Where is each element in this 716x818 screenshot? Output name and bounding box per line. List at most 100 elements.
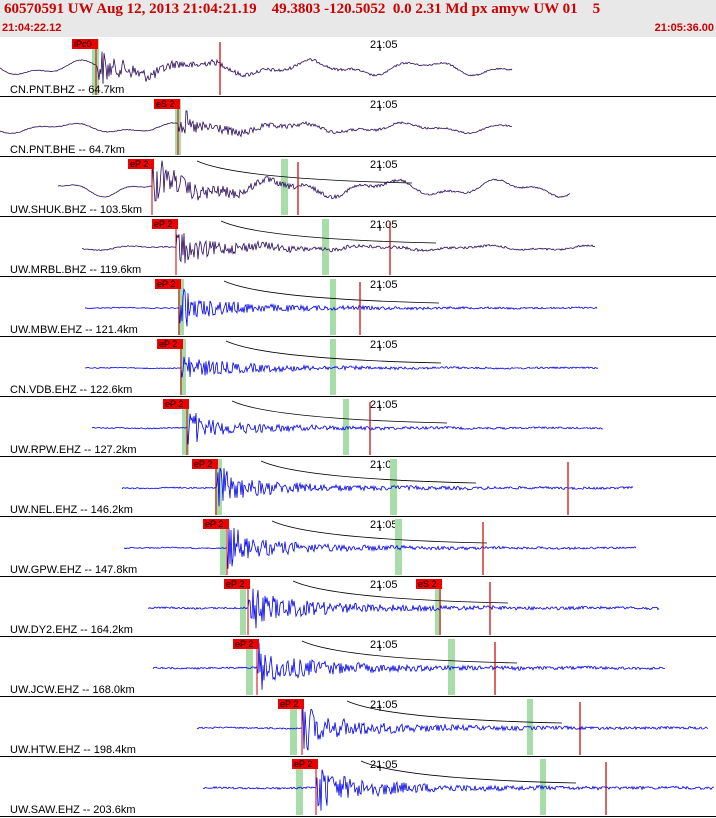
station-label: UW.GPW.EHZ -- 147.8km — [10, 564, 137, 576]
waveform-trace — [0, 110, 513, 138]
minute-tick-label: 21:05 — [370, 399, 398, 411]
phase-pick-label: eP 2 — [226, 579, 244, 589]
phase-pick-label: iPc0 — [74, 39, 92, 49]
trace-row[interactable]: 21:05 eP 2 UW.HTW.EHZ -- 198.4km — [0, 699, 716, 757]
start-time: 21:04:22.12 — [2, 22, 62, 34]
station-label: UW.HTW.EHZ -- 198.4km — [10, 744, 136, 756]
waveform-trace — [81, 233, 596, 264]
waveform-trace — [148, 588, 660, 629]
minute-tick-label: 21:05 — [370, 159, 398, 171]
trace-row[interactable]: 21:05 eP 2 UW.JCW.EHZ -- 168.0km — [0, 639, 716, 697]
phase-pick-label: eS 2 — [156, 99, 175, 109]
minute-tick-label: 21:05 — [370, 219, 398, 231]
time-window-band — [395, 519, 402, 575]
predicted-arrival-curve — [301, 640, 518, 664]
phase-pick-flag[interactable] — [224, 579, 250, 589]
phase-pick-flag[interactable] — [128, 159, 154, 169]
phase-pick-flag[interactable] — [154, 99, 180, 109]
minute-tick-label: 21:05 — [370, 699, 398, 711]
minute-tick-label: 21:05 — [370, 579, 398, 591]
time-window-band — [330, 279, 336, 335]
phase-pick-label: eP 2 — [165, 399, 183, 409]
phase-pick-flag[interactable] — [72, 39, 98, 49]
station-label: UW.SHUK.BHZ -- 103.5km — [10, 204, 142, 216]
end-time: 21:05:36.00 — [654, 22, 714, 34]
waveform-trace — [123, 527, 637, 569]
predicted-arrival-curve — [360, 760, 577, 784]
waveform-trace — [84, 287, 598, 327]
phase-pick-flag[interactable] — [155, 279, 181, 289]
minute-tick-label: 21:05 — [370, 279, 398, 291]
phase-pick-label: eP 2 — [280, 699, 298, 709]
minute-tick-label: 21:05 — [370, 639, 398, 651]
station-label: UW.SAW.EHZ -- 203.6km — [10, 804, 136, 816]
phase-pick-label: eP 2 — [235, 639, 253, 649]
predicted-arrival-curve — [220, 220, 437, 244]
phase-pick-flag[interactable] — [292, 759, 318, 769]
predicted-arrival-curve — [271, 520, 488, 544]
trace-row[interactable]: 21:05 eP 2 UW.RPW.EHZ -- 127.2km — [0, 399, 716, 457]
trace-row[interactable]: 21:05 eS 2 CN.PNT.BHE -- 64.7km — [0, 99, 716, 157]
phase-pick-flag[interactable] — [203, 519, 229, 529]
minute-tick-label: 21:05 — [370, 39, 398, 51]
trace-row[interactable]: 21:05 eP 2 CN.VDB.EHZ -- 122.6km — [0, 339, 716, 397]
phase-pick-label: eP 2 — [130, 159, 148, 169]
phase-pick-flag[interactable] — [157, 339, 183, 349]
minute-tick-label: 21:05 — [370, 519, 398, 531]
phase-pick-label: eP 2 — [154, 219, 172, 229]
predicted-arrival-curve — [225, 340, 442, 364]
time-window-band — [435, 579, 441, 635]
waveform-trace — [91, 412, 604, 445]
time-window-band — [281, 159, 288, 215]
phase-pick-flag[interactable] — [163, 399, 189, 409]
station-label: CN.PNT.BHE -- 64.7km — [10, 144, 125, 156]
phase-pick-label: eP 2 — [205, 519, 223, 529]
seismogram-panel[interactable]: 21:05 iPc0 CN.PNT.BHZ -- 64.7km 21:05 eS 2 CN… — [0, 37, 716, 818]
trace-row[interactable]: 21:05 eP 2 UW.MBW.EHZ -- 121.4km — [0, 279, 716, 337]
secondary-pick-label: eS 2 — [418, 579, 437, 589]
secondary-pick-flag[interactable] — [416, 579, 442, 589]
phase-pick-flag[interactable] — [192, 459, 218, 469]
trace-row[interactable]: 21:05 eP 2 UW.MRBL.BHZ -- 119.6km — [0, 219, 716, 277]
predicted-arrival-curve — [231, 400, 448, 424]
trace-row[interactable]: 21:05 eP 2 UW.GPW.EHZ -- 147.8km — [0, 519, 716, 577]
phase-pick-flag[interactable] — [152, 219, 178, 229]
predicted-arrival-curve — [196, 160, 413, 184]
station-label: CN.VDB.EHZ -- 122.6km — [10, 384, 132, 396]
time-window-band — [240, 579, 246, 635]
waveform-trace — [152, 642, 666, 690]
station-label: UW.JCW.EHZ -- 168.0km — [10, 684, 135, 696]
station-label: UW.RPW.EHZ -- 127.2km — [10, 444, 137, 456]
phase-pick-label: eP 2 — [294, 759, 312, 769]
predicted-arrival-curve — [223, 280, 440, 304]
predicted-arrival-curve — [292, 580, 509, 604]
waveform-trace — [121, 467, 634, 507]
predicted-arrival-curve — [260, 460, 477, 484]
station-label: UW.MRBL.BHZ -- 119.6km — [10, 264, 141, 276]
waveform-trace — [0, 51, 513, 84]
event-title: 60570591 UW Aug 12, 2013 21:04:21.19 49.… — [4, 1, 601, 17]
time-window-band — [246, 639, 253, 695]
phase-pick-flag[interactable] — [278, 699, 304, 709]
time-window-band — [290, 699, 297, 755]
station-label: UW.NEL.EHZ -- 146.2km — [10, 504, 133, 516]
phase-pick-label: eP 2 — [194, 459, 212, 469]
station-label: UW.DY2.EHZ -- 164.2km — [10, 624, 133, 636]
time-window-band — [182, 399, 189, 455]
trace-row[interactable]: 21:05 eP 2 UW.SAW.EHZ -- 203.6km — [0, 759, 716, 817]
trace-row[interactable]: 21:05 eP 2 UW.SHUK.BHZ -- 103.5km — [0, 159, 716, 217]
time-window-band — [322, 219, 329, 275]
phase-pick-flag[interactable] — [233, 639, 259, 649]
minute-tick-label: 21:05 — [370, 759, 398, 771]
waveform-trace — [202, 769, 715, 811]
phase-pick-label: eP 2 — [157, 279, 175, 289]
event-header: 60570591 UW Aug 12, 2013 21:04:21.19 49.… — [0, 0, 716, 37]
phase-pick-label: eP 2 — [159, 339, 177, 349]
time-window-band — [330, 339, 336, 395]
time-window-band — [540, 759, 546, 815]
trace-row[interactable]: 21:05 iPc0 CN.PNT.BHZ -- 64.7km — [0, 39, 716, 97]
trace-row[interactable]: 21:05 eP 2 eS 2 UW.DY2.EHZ -- 164.2km — [0, 579, 716, 637]
time-window-band — [390, 459, 397, 515]
waveform-trace — [57, 160, 571, 202]
